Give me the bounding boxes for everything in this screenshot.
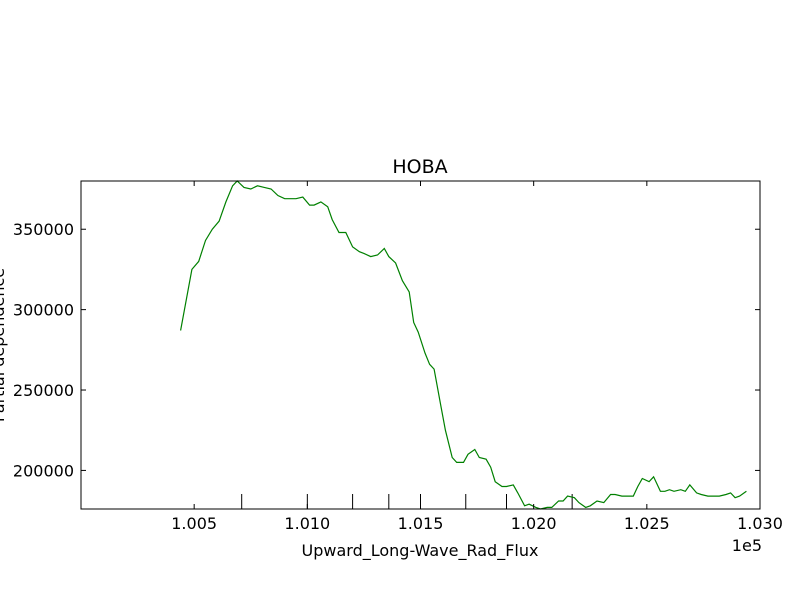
- y-tick-label: 300000: [13, 301, 74, 320]
- x-axis: 1.005 1.010 1.015 1.020 1.025 1.030: [171, 181, 783, 533]
- y-tick-label: 350000: [13, 220, 74, 239]
- x-tick-label: 1.025: [624, 514, 670, 533]
- plot-background: [81, 181, 760, 509]
- y-tick-label: 250000: [13, 381, 74, 400]
- series-line: [180, 180, 747, 510]
- x-tick-label: 1.010: [284, 514, 330, 533]
- y-axis-label: Partial dependence: [0, 268, 8, 422]
- x-tick-label: 1.005: [171, 514, 217, 533]
- x-axis-label: Upward_Long-Wave_Rad_Flux: [302, 541, 539, 561]
- x-offset-label: 1e5: [732, 536, 762, 555]
- y-axis: 200000 250000 300000 350000: [13, 220, 760, 480]
- y-tick-label: 200000: [13, 461, 74, 480]
- x-tick-label: 1.020: [511, 514, 557, 533]
- x-tick-label: 1.030: [737, 514, 783, 533]
- chart-title: HOBA: [392, 156, 447, 178]
- x-tick-label: 1.015: [398, 514, 444, 533]
